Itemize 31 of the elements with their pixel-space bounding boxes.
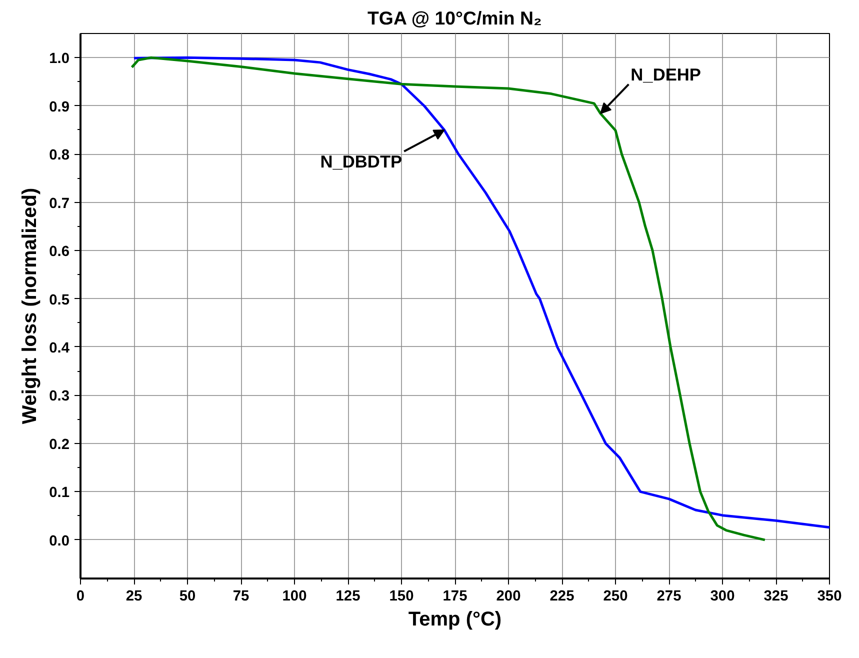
y-tick-label: 0.7 <box>49 196 70 212</box>
y-tick-label: 0.6 <box>49 244 70 260</box>
x-tick-label: 0 <box>76 588 85 604</box>
x-tick-label: 150 <box>389 588 414 604</box>
x-tick-label: 25 <box>126 588 142 604</box>
x-tick-label: 100 <box>282 588 307 604</box>
text: N_DEHP <box>630 64 701 84</box>
x-tick-label: 225 <box>550 588 574 604</box>
y-tick-label: 0.8 <box>49 148 70 164</box>
x-tick-label: 175 <box>442 588 468 604</box>
y-tick-label: 0.4 <box>49 340 70 356</box>
y-tick-label: 0.1 <box>49 485 70 502</box>
y-tick-label: 0.2 <box>49 436 70 453</box>
x-tick-label: 125 <box>336 588 360 604</box>
x-axis-title: Temp (°C) <box>408 608 502 630</box>
x-tick-label: 350 <box>817 588 842 604</box>
y-tick-label: 1.0 <box>49 51 70 68</box>
y-tick-label: 0.0 <box>49 533 70 550</box>
y-tick-label: 0.3 <box>49 388 70 405</box>
x-tick-label: 275 <box>656 588 682 604</box>
y-axis-title: Weight loss (normalized) <box>19 188 42 424</box>
x-tick-label: 325 <box>764 588 788 604</box>
x-tick-label: 75 <box>232 588 250 604</box>
text: N_DBDTP <box>320 151 402 172</box>
x-tick-label: 250 <box>603 588 628 604</box>
y-tick-label: 0.5 <box>49 292 70 308</box>
x-tick-label: 200 <box>496 588 521 604</box>
y-tick-label: 0.9 <box>49 99 70 116</box>
chart-title: TGA @ 10°C/min N₂ <box>368 8 542 28</box>
x-tick-label: 50 <box>179 588 196 604</box>
x-tick-label: 300 <box>710 588 735 604</box>
